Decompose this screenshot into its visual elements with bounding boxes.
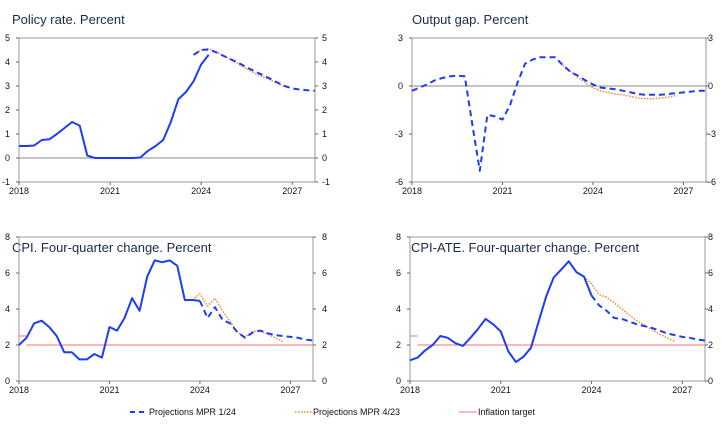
series-mpr-4-23 [583,276,676,343]
x-tick-label: 2024 [582,385,602,395]
series-mpr-4-23 [191,292,284,343]
y-tick-label-right: 6 [322,268,327,278]
chart-title: Policy rate. Percent [12,12,125,27]
x-tick-label: 2021 [491,385,511,395]
plot-frame [18,236,314,382]
x-tick-label: 2024 [191,186,211,196]
y-tick-label-right: 0 [322,376,327,386]
y-tick-label-right: 4 [708,304,713,314]
series-actual [409,260,593,364]
y-tick-label-left: 8 [396,232,401,242]
chart-title: CPI. Four-quarter change. Percent [12,240,212,255]
chart-panel-3: CPI. Four-quarter change. Percent 0 0 2 2 4 4 6… [5,232,327,395]
y-tick-label-right: -6 [708,177,716,187]
y-tick-label-right: 3 [322,81,327,91]
plot-frame [18,37,316,183]
y-tick-label-right: 0 [708,81,713,91]
legend-label-target: Inflation target [478,407,536,417]
plot-frame [409,236,706,382]
y-tick-label-left: 8 [5,232,10,242]
x-tick-label: 2018 [400,385,420,395]
y-tick-label-right: 0 [708,376,713,386]
x-tick-label: 2018 [9,186,29,196]
chart-panel-1: Policy rate. Percent -1 -1 0 0 1 1 2 2 3 3 4 4 5 5 2018… [2,12,330,196]
y-tick-label-left: 2 [396,340,401,350]
chart-title: Output gap. Percent [412,12,529,27]
series-mpr-1-24 [590,294,706,342]
series-actual [18,259,201,361]
x-tick-label: 2021 [492,186,512,196]
y-tick-label-left: 2 [5,105,10,115]
y-tick-label-left: 4 [396,304,401,314]
x-tick-label: 2024 [583,186,603,196]
y-tick-label-left: 1 [5,129,10,139]
y-tick-label-right: 1 [322,129,327,139]
y-tick-label-left: 4 [5,57,10,67]
y-tick-label-left: 6 [396,268,401,278]
y-tick-label-left: -6 [395,177,403,187]
y-tick-label-left: -3 [395,129,403,139]
y-tick-label-right: 6 [708,268,713,278]
x-tick-label: 2024 [190,385,210,395]
x-tick-label: 2027 [280,385,300,395]
chart-panel-2: Output gap. Percent -6 -6 -3 -3 0 0 3 3 2018 2021 2… [395,12,716,196]
y-tick-label-right: 0 [322,153,327,163]
series-mpr-4-23 [193,48,285,88]
chart-title: CPI-ATE. Four-quarter change. Percent [411,240,639,255]
x-tick-label: 2027 [673,186,693,196]
y-tick-label-right: 2 [708,340,713,350]
legend: Projections MPR 1/24 Projections MPR 4/2… [130,407,536,417]
series-mpr-4-23 [562,64,676,100]
y-tick-label-left: 0 [5,376,10,386]
y-tick-label-left: 0 [5,153,10,163]
y-tick-label-right: 4 [322,57,327,67]
y-tick-label-left: 0 [396,376,401,386]
legend-label-mpr124: Projections MPR 1/24 [149,407,236,417]
series-mpr-1-24 [198,300,314,342]
plot-frame [411,37,707,183]
y-tick-label-right: -3 [708,129,716,139]
y-tick-label-right: 2 [322,105,327,115]
x-tick-label: 2018 [402,186,422,196]
y-tick-label-left: 2 [5,340,10,350]
x-tick-label: 2018 [9,385,29,395]
y-tick-label-right: 4 [322,304,327,314]
legend-label-mpr423: Projections MPR 4/23 [313,407,400,417]
y-tick-label-right: 8 [708,232,713,242]
y-tick-label-right: 3 [708,33,713,43]
series-actual [19,54,210,159]
y-tick-label-left: 4 [5,304,10,314]
series-mpr-1-24 [411,56,706,172]
y-tick-label-left: 3 [398,33,403,43]
x-tick-label: 2021 [100,186,120,196]
y-tick-label-left: 5 [5,33,10,43]
y-tick-label-left: 3 [5,81,10,91]
series-mpr-1-24 [193,48,316,92]
y-tick-label-left: 0 [398,81,403,91]
y-tick-label-right: 2 [322,340,327,350]
x-tick-label: 2027 [672,385,692,395]
x-tick-label: 2021 [99,385,119,395]
y-tick-label-left: -1 [2,177,10,187]
y-tick-label-right: 8 [322,232,327,242]
y-tick-label-right: -1 [322,177,330,187]
y-tick-label-right: 5 [322,33,327,43]
x-tick-label: 2027 [282,186,302,196]
y-tick-label-left: 6 [5,268,10,278]
